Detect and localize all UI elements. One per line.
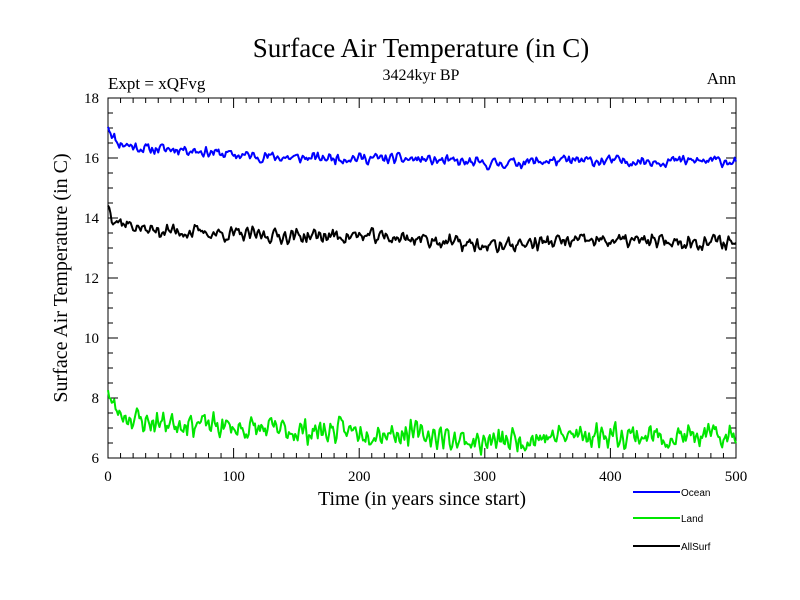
legend-label-ocean: Ocean	[681, 488, 710, 499]
x-tick-label: 100	[222, 469, 245, 485]
chart-title: Surface Air Temperature (in C)	[253, 33, 590, 63]
y-tick-label: 16	[84, 151, 100, 167]
y-tick-label: 8	[92, 391, 100, 407]
experiment-label: Expt = xQFvg	[108, 74, 206, 93]
y-tick-label: 12	[84, 271, 99, 287]
series-line-allsurf	[107, 204, 737, 254]
axis-ticks: 0 100 200 300 400 500 6 8 10 12 14 16 18	[84, 91, 747, 485]
legend: Ocean Land AllSurf	[633, 488, 711, 553]
y-tick-label: 14	[84, 211, 100, 227]
x-tick-label: 300	[474, 469, 497, 485]
x-tick-label: 0	[104, 469, 112, 485]
x-tick-label: 400	[599, 469, 622, 485]
chart-subtitle: 3424kyr BP	[383, 67, 460, 84]
series-line-ocean	[107, 126, 737, 171]
data-series	[107, 126, 737, 456]
legend-label-land: Land	[681, 514, 703, 525]
x-axis-label: Time (in years since start)	[318, 488, 526, 510]
y-axis-label: Surface Air Temperature (in C)	[50, 153, 72, 402]
legend-label-allsurf: AllSurf	[681, 542, 711, 553]
x-tick-label: 200	[348, 469, 371, 485]
y-tick-label: 6	[92, 451, 100, 467]
y-tick-label: 18	[84, 91, 99, 107]
y-tick-label: 10	[84, 331, 99, 347]
season-label: Ann	[707, 69, 737, 88]
series-line-land	[107, 390, 737, 456]
x-tick-label: 500	[725, 469, 748, 485]
